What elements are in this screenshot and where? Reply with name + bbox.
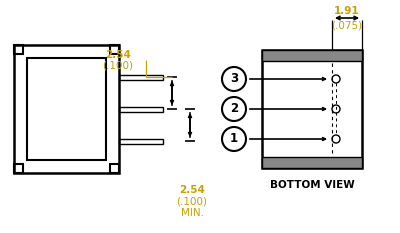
- Bar: [262, 50, 362, 61]
- Text: 1: 1: [230, 133, 238, 145]
- Bar: [110, 164, 119, 173]
- Text: BOTTOM VIEW: BOTTOM VIEW: [270, 180, 354, 190]
- Bar: [119, 139, 163, 144]
- Text: 2.54: 2.54: [179, 185, 205, 195]
- Text: 2.54: 2.54: [105, 50, 131, 60]
- Text: (.100): (.100): [176, 197, 208, 207]
- Bar: [14, 164, 23, 173]
- Text: 2: 2: [230, 103, 238, 116]
- Bar: [14, 45, 23, 54]
- Bar: [110, 45, 119, 54]
- Bar: [27, 58, 106, 160]
- Text: (.075): (.075): [332, 21, 362, 31]
- Bar: [262, 50, 362, 168]
- Text: (.100): (.100): [102, 61, 134, 71]
- Text: 1.91: 1.91: [334, 6, 360, 16]
- Text: MIN.: MIN.: [180, 208, 204, 218]
- Bar: [119, 107, 163, 112]
- Text: 3: 3: [230, 72, 238, 86]
- Bar: [14, 45, 119, 173]
- Bar: [119, 75, 163, 80]
- Bar: [262, 157, 362, 168]
